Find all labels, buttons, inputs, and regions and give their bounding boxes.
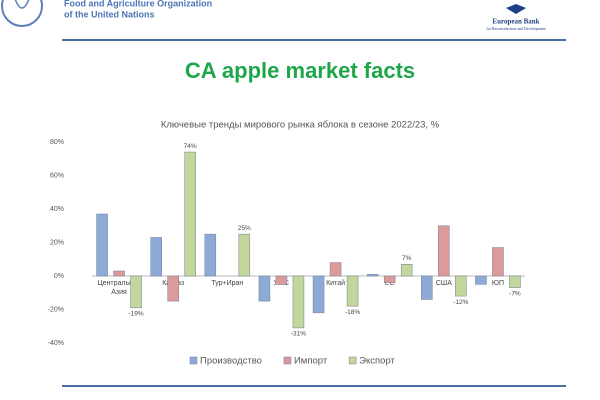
x-tick-label: США [435,280,452,287]
bar [130,275,142,309]
bar [312,275,325,314]
x-tick-label: ЕС [384,280,395,287]
bar [455,275,467,297]
data-label: 74% [184,143,197,150]
x-tick-label: ЮП [491,280,504,287]
bar [150,237,162,277]
data-label: -7% [509,290,521,297]
bar [96,213,108,277]
fao-name: of the United Nations [64,9,155,19]
bar [366,274,379,277]
bar [238,233,251,277]
bar [275,275,288,285]
bar [113,270,125,277]
bar [438,225,450,277]
y-tick-label: 0% [54,273,64,280]
bar [204,233,217,277]
y-tick-label: -20% [48,306,64,313]
bar [492,247,504,277]
bar [346,275,359,307]
legend-label: Экспорт [359,356,395,367]
slide-title: CA apple market facts [185,58,415,83]
x-tick-label: Тур+Иран [211,280,244,287]
bar [184,151,196,277]
fao-logo [1,0,43,27]
bar [509,275,521,288]
fao-name: Food and Agriculture Organization [64,0,212,8]
bar [258,275,271,302]
bar [329,262,342,277]
data-label: 7% [402,255,412,262]
bar [383,275,396,283]
legend-label: Импорт [294,356,328,367]
legend-label: Производство [200,356,262,367]
legend-swatch [189,356,198,365]
data-label: -31% [291,331,306,338]
bar [421,275,433,300]
bar [475,275,487,285]
x-tick-label: ЮП [491,280,504,287]
data-label: -18% [345,309,360,316]
data-label: 25% [238,225,251,232]
ebrd-logo [506,4,526,14]
x-tick-label: Центральная Азия [97,280,141,296]
x-tick-label: Центральная Азия [97,280,141,296]
x-tick-label: Тур+Иран [211,280,244,287]
x-tick-label: ЕС [384,280,395,287]
y-tick-label: 40% [50,206,64,213]
legend-swatch [348,356,357,365]
bar [292,275,305,329]
chart-title: Ключевые тренды мирового рынка яблока в … [161,120,440,131]
data-label: -19% [128,311,143,318]
y-tick-label: -40% [48,340,64,347]
y-tick-label: 20% [50,239,64,246]
legend-swatch [283,356,292,365]
x-tick-label: Китай [326,280,346,287]
data-label: -12% [453,299,468,306]
ebrd-name: European Bank [492,18,539,26]
x-tick-label: Китай [326,280,346,287]
bar [167,275,179,302]
x-tick-label: США [435,280,452,287]
bar [400,264,413,277]
ebrd-name: for Reconstruction and Development [486,26,546,31]
y-tick-label: 80% [50,139,64,146]
y-tick-label: 60% [50,172,64,179]
